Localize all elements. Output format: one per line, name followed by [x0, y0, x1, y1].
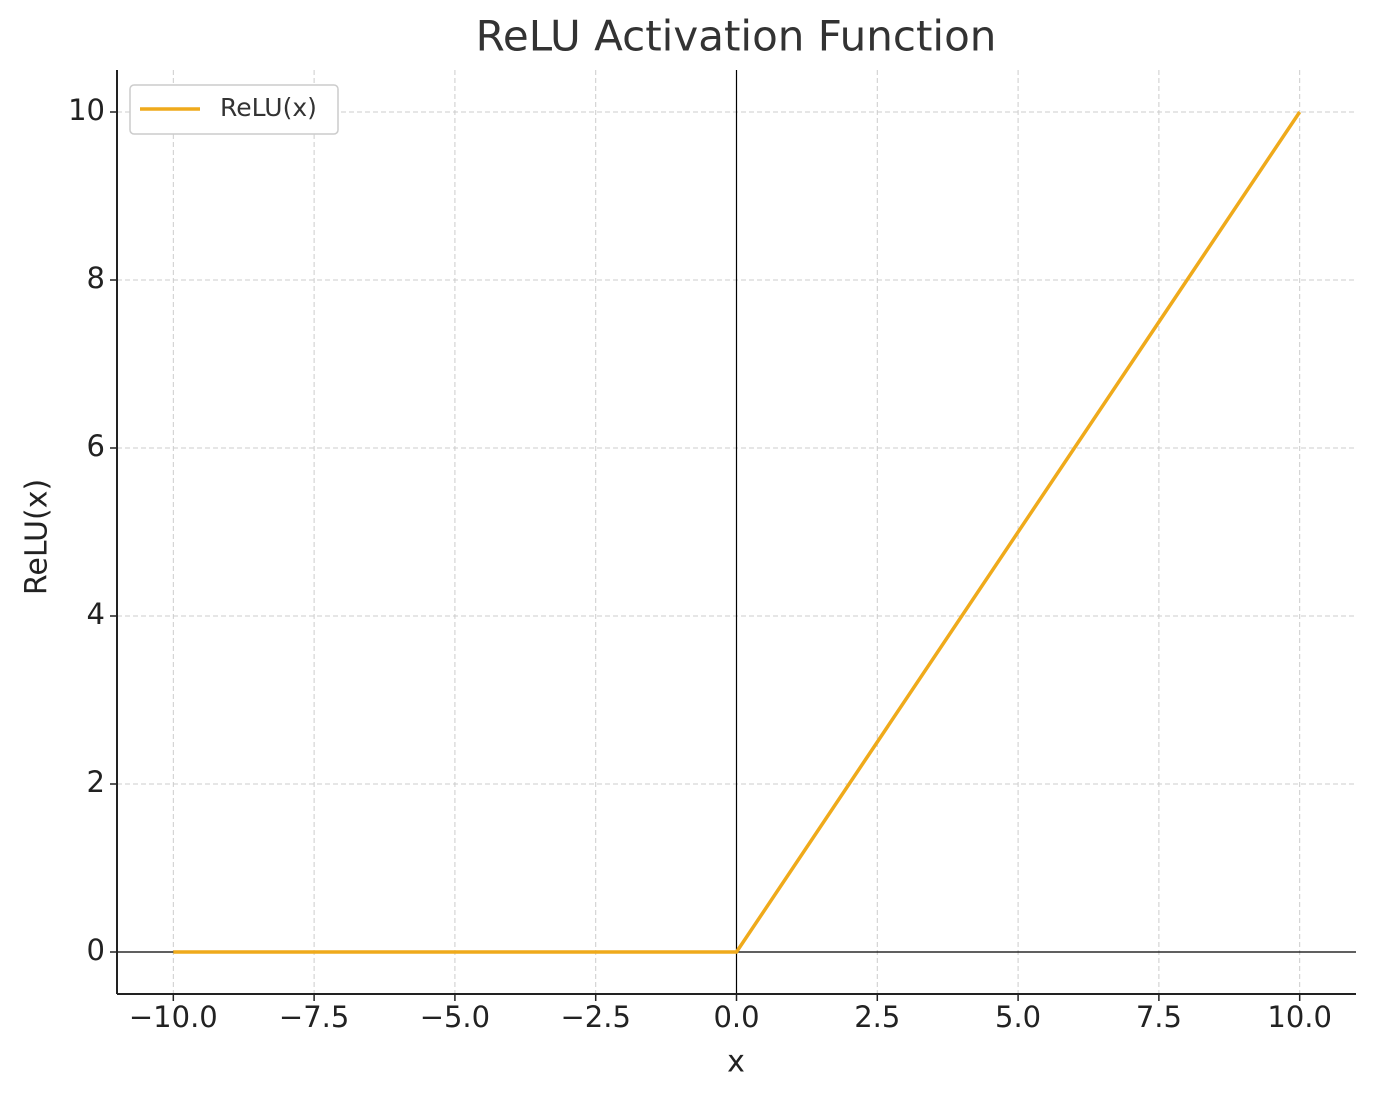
y-tick-label: 8: [87, 261, 105, 295]
y-tick-label: 10: [68, 93, 105, 127]
line-series: [173, 111, 1302, 954]
x-tick-label: 10.0: [1267, 1000, 1332, 1034]
y-axis-label: ReLU(x): [20, 479, 55, 595]
x-tick-label: 2.5: [854, 1000, 900, 1034]
x-axis-label: x: [727, 1045, 745, 1080]
legend-label: ReLU(x): [220, 93, 317, 122]
x-tick-label: −5.0: [420, 1000, 490, 1034]
x-tick-label: 7.5: [1136, 1000, 1182, 1034]
y-tick-label: 2: [87, 765, 105, 799]
x-tick-label: −7.5: [279, 1000, 349, 1034]
x-tick-label: −10.0: [129, 1000, 218, 1034]
x-tick-label: 0.0: [713, 1000, 759, 1034]
chart-title: ReLU Activation Function: [476, 12, 997, 61]
legend-box: [129, 84, 339, 135]
y-tick-label: 0: [87, 933, 105, 967]
y-tick-label: 4: [87, 597, 105, 631]
x-tick-label: 5.0: [995, 1000, 1041, 1034]
x-tick-label: −2.5: [560, 1000, 630, 1034]
y-tick-label: 6: [87, 429, 105, 463]
